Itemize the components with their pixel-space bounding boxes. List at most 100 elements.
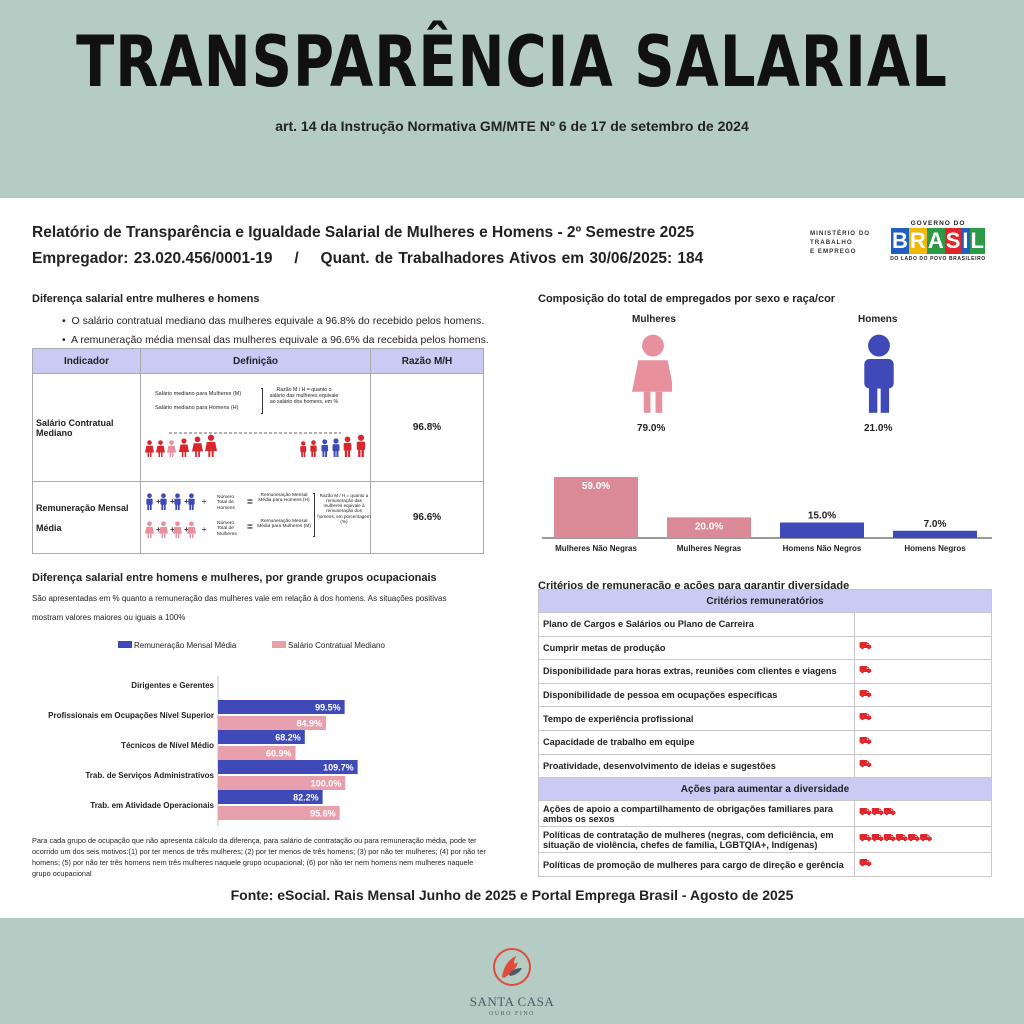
man-icon xyxy=(160,492,167,510)
man-icon xyxy=(864,334,894,413)
banner-subtitle: art. 14 da Instrução Normativa GM/MTE Nº… xyxy=(275,118,749,134)
man-icon xyxy=(343,436,352,457)
woman-icon xyxy=(187,520,196,538)
occupational-intro: mostram valores maiores ou iguais a 100% xyxy=(32,613,186,622)
average-people-illustration: + + + ÷ + + + ÷ xyxy=(145,492,207,538)
woman-figure xyxy=(632,334,672,413)
women-percentage: 79.0% xyxy=(637,423,666,434)
woman-icon xyxy=(145,520,154,538)
occupational-footnote: Para cada grupo de ocupação que não apre… xyxy=(32,836,486,878)
indicator-name: Remuneração Mensal Média xyxy=(32,481,141,554)
gov-logo-bottom: DO LADO DO POVO BRASILEIRO xyxy=(890,256,986,262)
data-label: 68.2% xyxy=(275,733,301,743)
occupational-heading: Diferença salarial entre homens e mulher… xyxy=(32,572,437,584)
bar xyxy=(667,517,751,538)
selected-mark-icon: ⛟ xyxy=(883,807,896,819)
table-row: Salário Contratual Mediano Salário media… xyxy=(32,373,484,482)
brand-name: SANTA CASA xyxy=(469,994,555,1009)
def-avg-women: Remuneração Mensal Média para Mulheres (… xyxy=(257,518,311,530)
separator: / xyxy=(294,250,299,267)
definition-cell: + + + ÷ + + + ÷ Número Total de Homens Número T… xyxy=(140,481,371,554)
def-total-women: Número Total de Mulheres xyxy=(217,520,237,537)
bar xyxy=(218,760,358,774)
plus-sign: + xyxy=(184,525,189,534)
category-label: Profissionais em Ocupações Nível Superio… xyxy=(48,711,214,720)
selected-mark-icon: ⛟ xyxy=(859,833,872,845)
table-row: Disponibilidade para horas extras, reuni… xyxy=(538,659,992,684)
man-icon xyxy=(174,492,181,510)
salary-gap-bullet: • O salário contratual mediano das mulhe… xyxy=(62,315,485,327)
criteria-mark-cell: ⛟⛟⛟⛟⛟⛟ xyxy=(854,826,992,854)
woman-icon xyxy=(173,520,182,538)
table-row: Disponibilidade de pessoa em ocupações e… xyxy=(538,682,992,708)
gov-logo-letter: I xyxy=(961,228,970,254)
bar xyxy=(218,716,327,730)
ratio-value: 96.8% xyxy=(370,373,484,482)
gov-logo-top: GOVERNO DO xyxy=(910,220,966,227)
data-label: 20.0% xyxy=(695,521,723,532)
man-icon xyxy=(321,438,329,457)
active-workers: Quant. de Trabalhadores Ativos em 30/06/… xyxy=(320,250,704,267)
data-label: 84.9% xyxy=(297,719,323,729)
data-label: 99.5% xyxy=(315,703,341,713)
selected-mark-icon: ⛟ xyxy=(919,833,932,845)
criteria-mark-cell: ⛟ xyxy=(854,729,992,755)
bar xyxy=(218,806,340,820)
criteria-mark-cell: ⛟ xyxy=(854,706,992,731)
selected-mark-icon: ⛟ xyxy=(859,759,872,771)
data-label: 109.7% xyxy=(323,763,354,773)
ministry-line: MINISTÉRIO DO xyxy=(810,230,871,237)
criteria-mark-cell: ⛟ xyxy=(854,659,992,684)
composition-heading: Composição do total de empregados por se… xyxy=(538,293,836,305)
def-avg-men: Remuneração Mensal Média para Homens (H) xyxy=(258,492,310,504)
women-label: Mulheres xyxy=(632,314,676,325)
selected-mark-icon: ⛟ xyxy=(859,807,872,819)
ratio-header: Razão M/H xyxy=(370,348,484,374)
selected-mark-icon: ⛟ xyxy=(859,712,872,724)
divide-sign: ÷ xyxy=(202,497,207,506)
median-people-illustration xyxy=(145,432,366,457)
man-icon xyxy=(146,492,153,510)
selected-mark-icon: ⛟ xyxy=(859,641,872,653)
criteria-label: Ações de apoio a compartilhamento de obr… xyxy=(538,800,855,828)
category-label: Homens Não Negros xyxy=(783,544,862,553)
data-label: 15.0% xyxy=(808,511,836,522)
ministry-line: E EMPREGO xyxy=(810,248,857,255)
criteria-table: Critérios remuneratórios Plano de Cargos … xyxy=(538,589,992,878)
section-header-label: Critérios remuneratórios xyxy=(538,589,992,613)
gov-logo-letter: R xyxy=(908,228,927,254)
table-row: Políticas de contratação de mulheres (ne… xyxy=(538,826,992,854)
criteria-label: Disponibilidade de pessoa em ocupações e… xyxy=(538,682,855,708)
occupational-intro: São apresentadas em % quanto a remuneraç… xyxy=(32,594,447,603)
men-percentage: 21.0% xyxy=(864,423,893,434)
equals-sign: = xyxy=(247,496,253,508)
man-icon xyxy=(310,439,317,457)
selected-mark-icon: ⛟ xyxy=(871,833,884,845)
gov-logo-letter: L xyxy=(969,228,985,254)
data-label: 100.0% xyxy=(311,779,342,789)
woman-icon xyxy=(179,437,189,457)
bar xyxy=(554,477,638,538)
indicator-name: Salário Contratual Mediano xyxy=(32,373,141,482)
bar xyxy=(893,530,977,538)
plus-sign: + xyxy=(170,525,175,534)
brand-city: OURO FINO xyxy=(488,1011,535,1017)
man-icon xyxy=(356,434,366,457)
woman-icon xyxy=(632,334,672,413)
table-row: Ações de apoio a compartilhamento de obr… xyxy=(538,800,992,828)
plus-sign: + xyxy=(156,525,161,534)
selected-mark-icon: ⛟ xyxy=(883,833,896,845)
legend-label: Remuneração Mensal Média xyxy=(134,641,237,650)
man-icon xyxy=(188,492,195,510)
def-total-men: Número Total de Homens xyxy=(217,494,235,511)
woman-icon xyxy=(156,439,165,457)
salary-gap-heading: Diferença salarial entre mulheres e home… xyxy=(32,293,260,305)
table-row: Proatividade, desenvolvimento de ideias … xyxy=(538,753,992,779)
selected-mark-icon: ⛟ xyxy=(859,735,872,747)
category-label: Trab. de Serviços Administrativos xyxy=(85,771,214,780)
criteria-mark-cell: ⛟ xyxy=(854,635,992,661)
man-icon xyxy=(300,440,307,457)
table-row: Capacidade de trabalho em equipe ⛟ xyxy=(538,729,992,755)
criteria-label: Proatividade, desenvolvimento de ideias … xyxy=(538,753,855,779)
